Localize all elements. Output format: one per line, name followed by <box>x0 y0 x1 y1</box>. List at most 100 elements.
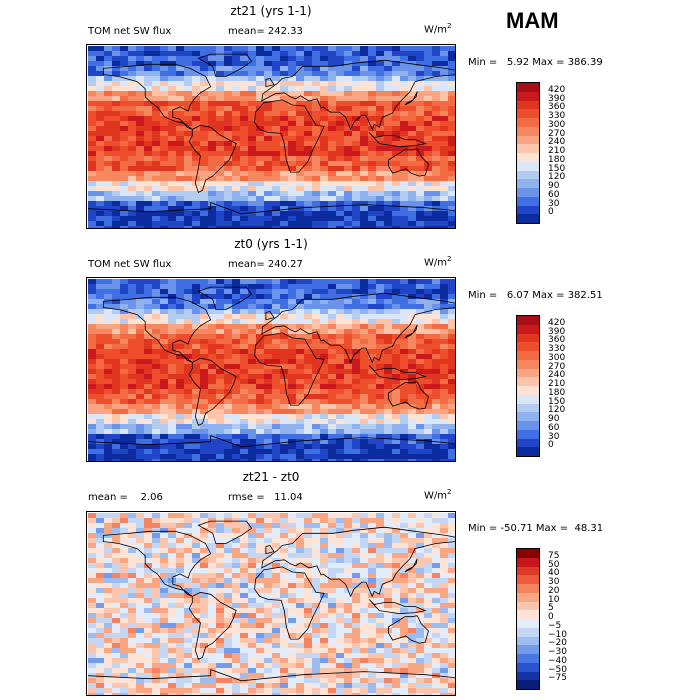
colorbar-swatch <box>517 359 539 369</box>
colorbar-tick-label: −10 <box>548 629 567 640</box>
coastline <box>87 669 455 682</box>
colorbar-swatch <box>517 592 539 602</box>
panel-stat-text: rmse = 11.04 <box>228 492 303 503</box>
colorbar-swatch <box>517 179 539 188</box>
colorbar-swatch <box>517 429 539 439</box>
coastline <box>254 99 325 173</box>
colorbar-swatch <box>517 170 539 180</box>
coastline <box>265 545 275 555</box>
colorbar-tick-label: 60 <box>548 422 560 433</box>
colorbar-swatch <box>517 584 539 593</box>
colorbar-swatch <box>517 91 539 101</box>
coastline <box>102 530 212 597</box>
coastline <box>254 566 325 640</box>
colorbar-tick-label: 150 <box>548 163 566 174</box>
colorbar-swatch <box>517 549 539 558</box>
coastline <box>404 324 418 339</box>
colorbar-tick-label: 360 <box>548 335 566 346</box>
map-panel <box>86 277 456 462</box>
colorbar-swatch <box>517 100 539 110</box>
colorbar-swatch <box>517 636 539 646</box>
colorbar-swatch <box>517 386 539 395</box>
colorbar <box>516 315 540 457</box>
colorbar <box>516 82 540 224</box>
colorbar-tick-label: 30 <box>548 198 560 209</box>
coastline <box>254 332 325 406</box>
colorbar-tick-label: 0 <box>548 440 554 451</box>
coastline <box>188 591 237 660</box>
coastline <box>87 202 455 215</box>
colorbar-tick-label: 270 <box>548 361 566 372</box>
colorbar-swatch <box>517 188 539 197</box>
colorbar-tick-label: 0 <box>548 612 554 622</box>
coastline <box>197 53 253 77</box>
colorbar-swatch <box>517 153 539 162</box>
colorbar-swatch <box>517 403 539 413</box>
map-canvas <box>87 279 455 461</box>
colorbar-tick-label: 390 <box>548 326 566 337</box>
panel-stat-text: mean= 240.27 <box>228 259 303 270</box>
coastline <box>261 59 455 131</box>
colorbar-tick-label: 420 <box>548 317 566 328</box>
panel-title: zt0 (yrs 1-1) <box>234 237 308 251</box>
colorbar-swatch <box>517 575 539 584</box>
coastline <box>388 148 429 177</box>
colorbar-tick-label: 50 <box>548 559 560 570</box>
colorbar-swatch <box>517 109 539 118</box>
colorbar-tick-label: 360 <box>548 102 566 113</box>
colorbar-swatch <box>517 205 539 215</box>
colorbar-swatch <box>517 601 539 611</box>
colorbar-tick-label: 240 <box>548 370 566 381</box>
colorbar-tick-label: 390 <box>548 93 566 104</box>
colorbar-swatch <box>517 161 539 171</box>
colorbar-swatch <box>517 680 539 689</box>
colorbar-tick-label: 180 <box>548 154 566 165</box>
coastline <box>102 63 212 130</box>
coastline <box>197 286 253 310</box>
units-text: W/m <box>424 490 447 502</box>
colorbar-tick-label: 210 <box>548 379 566 389</box>
colorbar-tick-label: 270 <box>548 128 566 139</box>
coastline <box>404 91 418 106</box>
units-exponent: 2 <box>447 255 452 263</box>
colorbar-tick-label: 90 <box>548 181 560 191</box>
colorbar-tick-label: 300 <box>548 352 566 363</box>
units-exponent: 2 <box>447 488 452 496</box>
map-panel <box>86 511 456 696</box>
colorbar-swatch <box>517 619 539 628</box>
colorbar-swatch <box>517 645 539 654</box>
colorbar-swatch <box>517 557 539 567</box>
colorbar <box>516 548 540 690</box>
colorbar-swatch <box>517 412 539 421</box>
colorbar-tick-label: 210 <box>548 146 566 156</box>
colorbar-swatch <box>517 196 539 206</box>
colorbar-swatch <box>517 610 539 619</box>
colorbar-swatch <box>517 351 539 360</box>
colorbar-swatch <box>517 377 539 386</box>
map-panel <box>86 44 456 229</box>
coastline <box>368 132 427 148</box>
colorbar-tick-label: 30 <box>548 431 560 442</box>
colorbar-tick-label: 240 <box>548 137 566 148</box>
colorbar-tick-label: 300 <box>548 119 566 130</box>
colorbar-swatch <box>517 324 539 334</box>
colorbar-swatch <box>517 118 539 127</box>
colorbar-swatch <box>517 333 539 343</box>
panel-left-text: TOM net SW flux <box>88 26 172 37</box>
colorbar-tick-label: 40 <box>548 568 560 579</box>
units-text: W/m <box>424 257 447 269</box>
panel-stat-text: mean= 242.33 <box>228 26 303 37</box>
colorbar-swatch <box>517 421 539 430</box>
colorbar-tick-label: 75 <box>548 550 560 561</box>
coastline <box>102 296 212 363</box>
coastline <box>265 78 275 88</box>
units-label: W/m2 <box>424 488 451 501</box>
coastline <box>265 311 275 321</box>
min-max-label: Min = 5.92 Max = 386.39 <box>468 57 603 68</box>
colorbar-swatch <box>517 368 539 378</box>
colorbar-tick-label: 0 <box>548 207 554 218</box>
colorbar-swatch <box>517 654 539 663</box>
coastline <box>188 357 237 426</box>
colorbar-tick-label: 10 <box>548 594 560 605</box>
colorbar-tick-label: 90 <box>548 414 560 424</box>
